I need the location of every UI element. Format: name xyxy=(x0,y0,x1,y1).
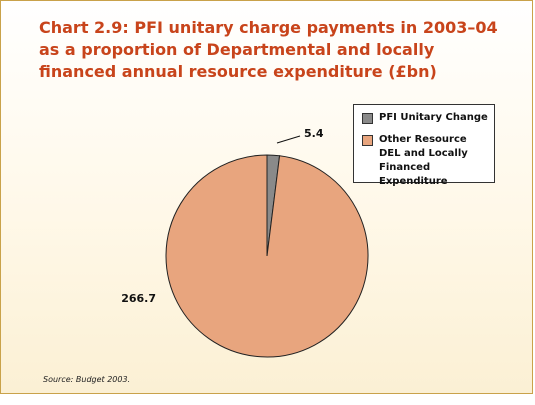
slice-label-other: 266.7 xyxy=(121,292,156,305)
chart-title: Chart 2.9: PFI unitary charge payments i… xyxy=(39,18,498,81)
chart-legend: PFI Unitary Change Other Resource DEL an… xyxy=(353,104,495,187)
legend-item-other: Other Resource DEL and Locally Financed … xyxy=(362,133,488,189)
legend-swatch-other xyxy=(362,135,373,146)
slice-label-pfi: 5.4 xyxy=(304,127,324,140)
pie-chart: 5.4 266.7 xyxy=(121,127,369,358)
legend-item-pfi: PFI Unitary Change xyxy=(362,111,488,125)
source-note: Source: Budget 2003. xyxy=(43,375,131,384)
legend-label-pfi: PFI Unitary Change xyxy=(379,112,488,123)
legend-label-other: Other Resource DEL and Locally Financed … xyxy=(379,134,468,187)
chart-panel: Chart 2.9: PFI unitary charge payments i… xyxy=(0,0,533,394)
pie-slice-other xyxy=(165,154,369,358)
legend-swatch-pfi xyxy=(362,113,373,124)
pie-leader-line xyxy=(276,135,301,144)
